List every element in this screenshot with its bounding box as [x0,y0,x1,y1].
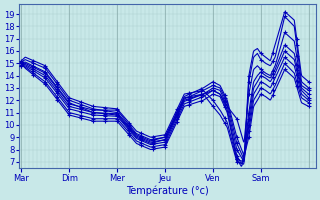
X-axis label: Température (°c): Température (°c) [126,185,209,196]
